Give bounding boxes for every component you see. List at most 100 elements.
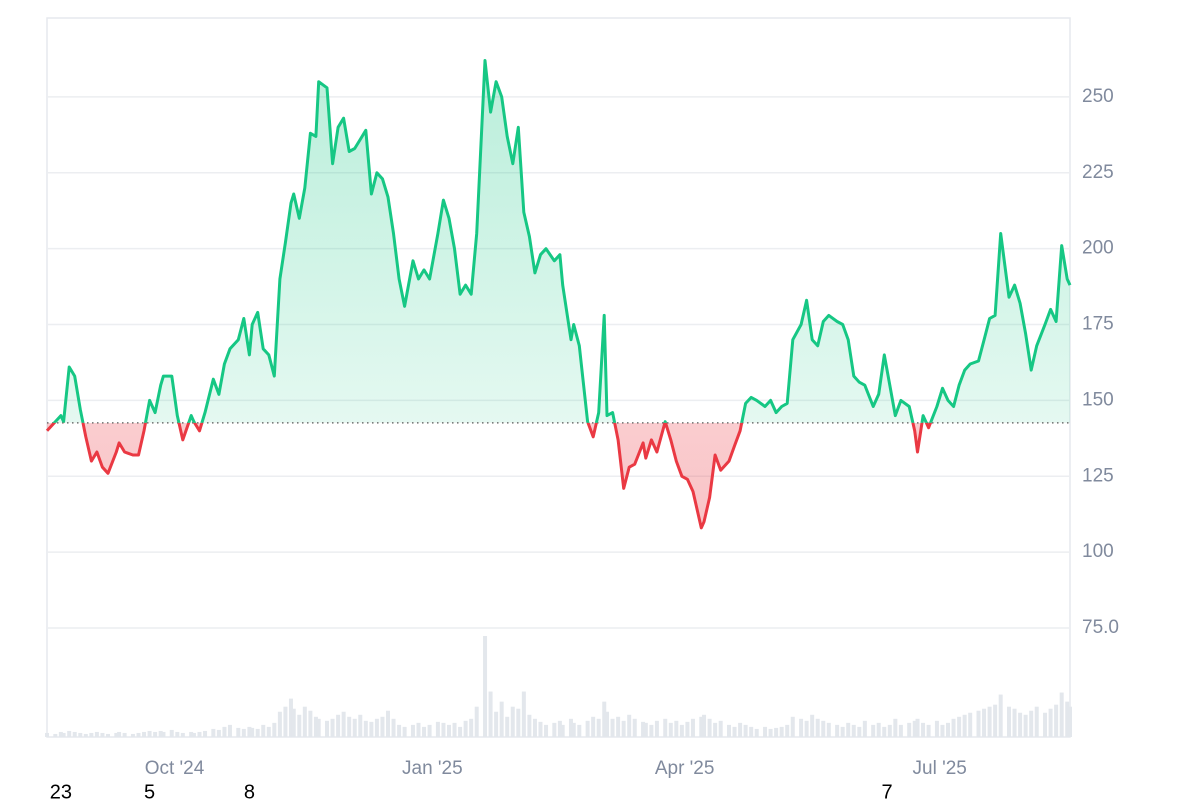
volume-bar [175, 731, 180, 737]
volume-bar [247, 726, 252, 737]
volume-bar [862, 720, 867, 737]
volume-bar [799, 718, 804, 737]
volume-bar [510, 706, 515, 737]
volume-bar [690, 718, 695, 737]
volume-bar [610, 718, 615, 737]
volume-bar [114, 732, 119, 737]
volume-bar [363, 720, 368, 737]
volume-bar [53, 733, 58, 737]
volume-bar [926, 724, 931, 737]
y-tick-label: 150 [1082, 389, 1114, 410]
volume-bar [571, 722, 576, 737]
volume-bar [89, 732, 94, 737]
volume-bar [410, 724, 415, 737]
volume-bar [469, 718, 474, 737]
volume-bar [45, 732, 49, 737]
volume-bar [308, 710, 313, 737]
volume-bar [532, 718, 537, 737]
volume-bar [718, 720, 723, 737]
volume-bar [754, 728, 759, 737]
volume-bar [250, 727, 255, 737]
volume-bar [297, 714, 302, 737]
volume-bar [197, 731, 202, 737]
volume-bar [921, 722, 926, 737]
volume-bar [1018, 712, 1023, 737]
volume-bar [616, 716, 621, 737]
volume-bar [738, 722, 743, 737]
volume-bar [67, 730, 72, 737]
volume-bar [538, 721, 543, 737]
x-minor-label: 7 [881, 781, 892, 800]
volume-bar [499, 701, 504, 737]
volume-bar [283, 706, 288, 737]
volume-bar [1065, 701, 1070, 737]
volume-bar [78, 732, 83, 737]
volume-bar [632, 718, 637, 737]
volume-bar [336, 714, 341, 737]
volume-bar [732, 726, 737, 737]
volume-bar [416, 722, 421, 737]
volume-bar [707, 718, 712, 737]
volume-bar [203, 730, 208, 737]
volume-bar [521, 691, 526, 737]
volume-bar [957, 716, 962, 737]
volume-bar [272, 722, 277, 737]
volume-bar [391, 718, 396, 737]
volume-bar [277, 711, 282, 737]
volume-bar [435, 721, 440, 737]
volume-bar [987, 706, 992, 737]
volume-bar [871, 724, 876, 737]
volume-bar [241, 728, 246, 737]
volume-bar [790, 716, 795, 737]
volume-bar [180, 732, 185, 737]
x-tick-label: Jul '25 [913, 758, 967, 779]
volume-bar [668, 722, 673, 737]
volume-bar [494, 711, 499, 737]
volume-bar [402, 726, 407, 737]
volume-bar [602, 701, 607, 737]
volume-bar [851, 724, 856, 737]
volume-bar [774, 727, 779, 737]
area-above [54, 60, 1070, 423]
volume-bar [768, 728, 773, 737]
volume-bar [893, 718, 898, 737]
volume-bar [627, 714, 632, 737]
volume-bar [785, 724, 790, 737]
volume-bar [161, 731, 166, 737]
volume-bar [605, 711, 610, 737]
volume-bar [810, 714, 815, 737]
volume-bar [136, 732, 141, 737]
volume-bar [591, 716, 596, 737]
volume-bar [840, 726, 845, 737]
volume-bar [654, 720, 659, 737]
volume-bar [189, 731, 194, 737]
price-line-up [52, 59, 1072, 423]
volume-bar [83, 733, 88, 737]
volume-bar [516, 708, 521, 737]
x-tick-label: Jan '25 [402, 758, 463, 779]
volume-bar [61, 732, 66, 737]
y-tick-label: 175 [1082, 314, 1114, 335]
volume-bar [463, 720, 468, 737]
volume-bar [266, 726, 271, 737]
volume-bar [169, 729, 174, 737]
volume-bar [674, 720, 679, 737]
volume-bar [105, 733, 110, 737]
volume-bar [585, 720, 590, 737]
volume-bar [369, 721, 374, 737]
volume-bar [488, 691, 493, 737]
volume-bar [446, 724, 451, 737]
volume-bar [1023, 714, 1028, 737]
volume-bar [577, 724, 582, 737]
volume-bar [815, 718, 820, 737]
volume-bar [255, 728, 260, 737]
volume-bar [1029, 710, 1034, 737]
volume-bar [649, 724, 654, 737]
y-tick-label: 125 [1082, 465, 1114, 486]
volume-bar [483, 636, 488, 737]
volume-bar [374, 718, 379, 737]
volume-bar [846, 722, 851, 737]
volume-bar [713, 722, 718, 737]
volume-bar [325, 720, 330, 737]
